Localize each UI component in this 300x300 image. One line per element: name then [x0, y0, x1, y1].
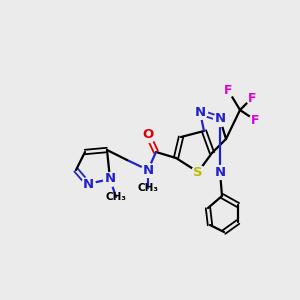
Text: N: N: [142, 164, 154, 176]
Text: N: N: [194, 106, 206, 118]
Text: F: F: [251, 113, 259, 127]
Text: N: N: [214, 112, 226, 125]
Text: N: N: [82, 178, 94, 190]
Text: O: O: [142, 128, 154, 142]
Text: S: S: [193, 166, 203, 178]
Text: F: F: [248, 92, 256, 104]
Text: CH₃: CH₃: [106, 192, 127, 202]
Text: N: N: [214, 166, 226, 178]
Text: CH₃: CH₃: [137, 183, 158, 193]
Text: F: F: [224, 83, 232, 97]
Text: N: N: [104, 172, 116, 185]
